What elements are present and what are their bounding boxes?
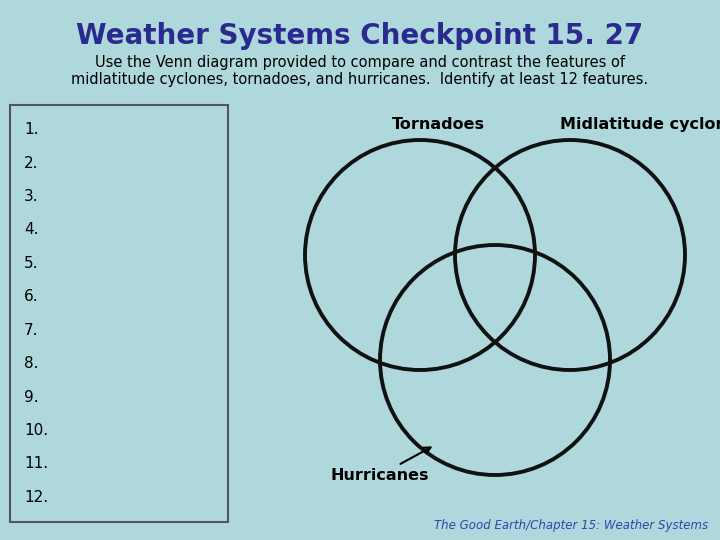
Text: Hurricanes: Hurricanes <box>330 448 431 483</box>
Text: 11.: 11. <box>24 456 48 471</box>
Text: midlatitude cyclones, tornadoes, and hurricanes.  Identify at least 12 features.: midlatitude cyclones, tornadoes, and hur… <box>71 72 649 87</box>
Text: Use the Venn diagram provided to compare and contrast the features of: Use the Venn diagram provided to compare… <box>95 55 625 70</box>
Text: Weather Systems Checkpoint 15. 27: Weather Systems Checkpoint 15. 27 <box>76 22 644 50</box>
Text: The Good Earth/Chapter 15: Weather Systems: The Good Earth/Chapter 15: Weather Syste… <box>434 519 708 532</box>
Text: 10.: 10. <box>24 423 48 438</box>
Text: 1.: 1. <box>24 122 38 137</box>
Text: Midlatitude cyclones: Midlatitude cyclones <box>560 117 720 132</box>
Text: 5.: 5. <box>24 256 38 271</box>
Text: 2.: 2. <box>24 156 38 171</box>
Text: Tornadoes: Tornadoes <box>392 117 485 132</box>
Text: 3.: 3. <box>24 189 39 204</box>
Text: 7.: 7. <box>24 323 38 338</box>
Bar <box>10 105 228 522</box>
Text: 4.: 4. <box>24 222 38 238</box>
Text: 9.: 9. <box>24 389 39 404</box>
Text: 12.: 12. <box>24 490 48 505</box>
Text: 6.: 6. <box>24 289 39 305</box>
Text: 8.: 8. <box>24 356 38 371</box>
